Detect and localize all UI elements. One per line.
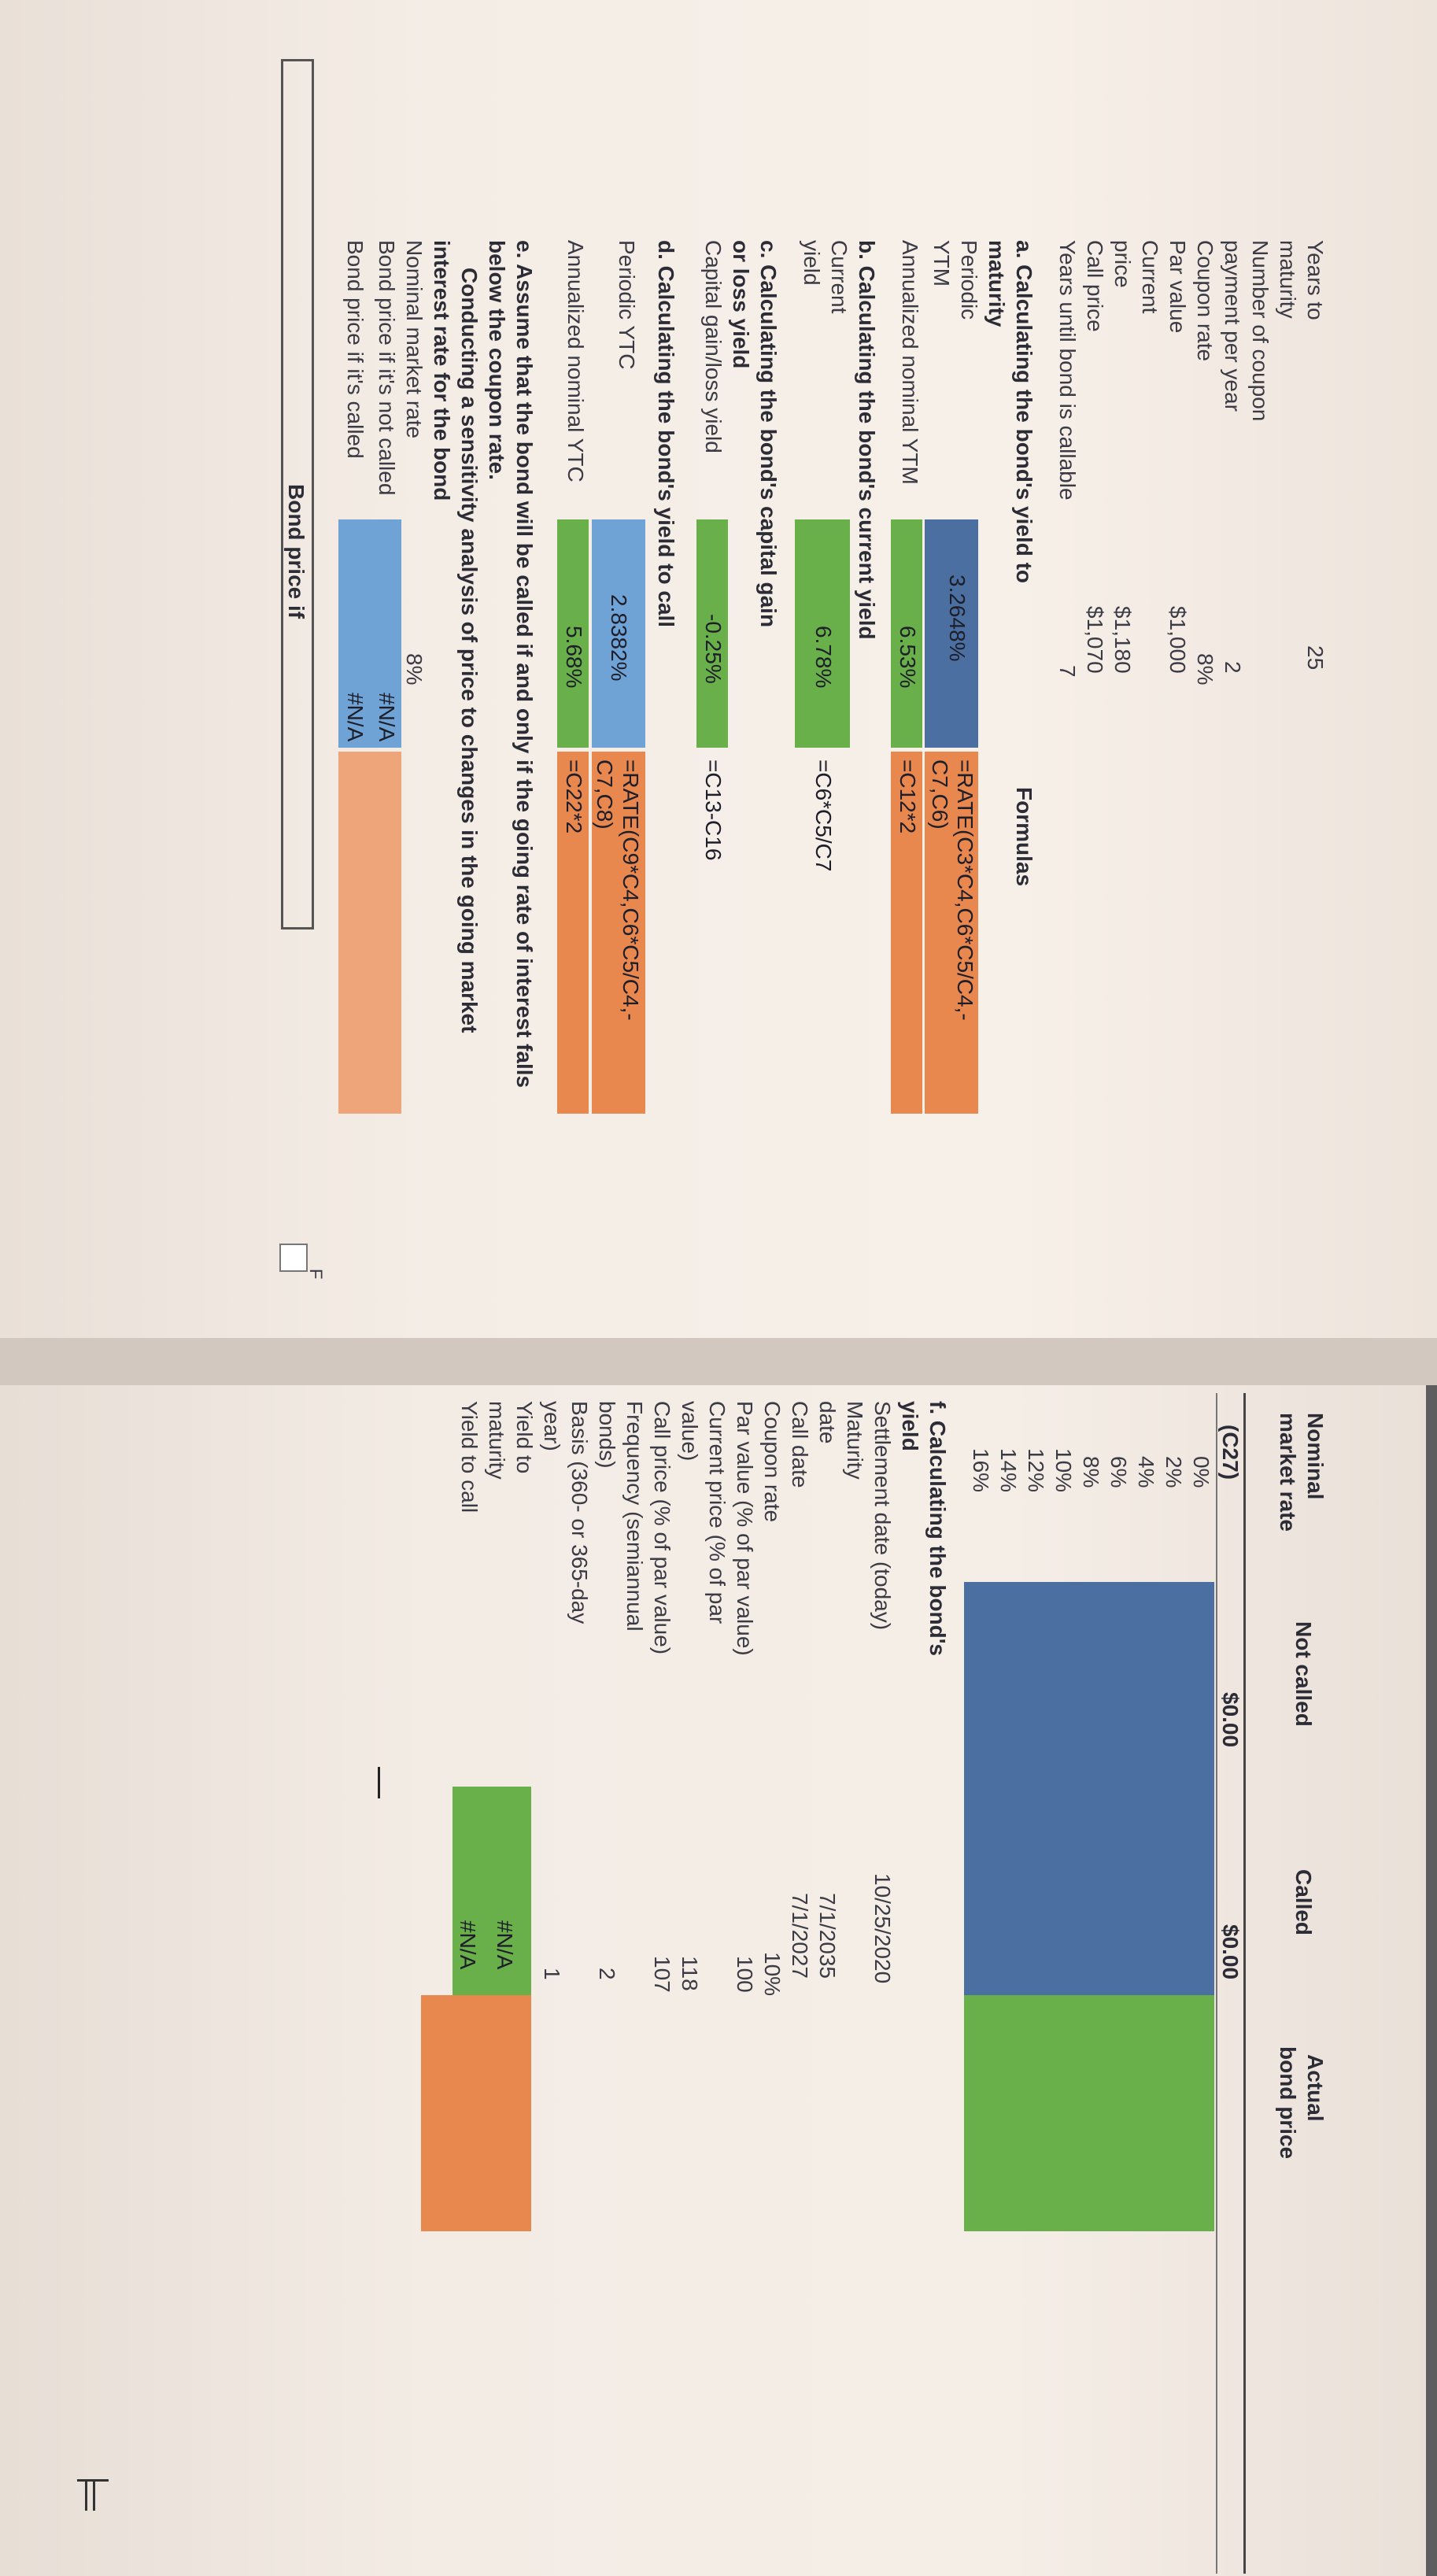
coupon-payments-value[interactable]: 2 <box>1221 661 1245 674</box>
annual-ytm-formula[interactable]: =C12*2 <box>896 759 920 834</box>
coupon-rate-label: Coupon rate <box>1193 240 1217 362</box>
settlement-value[interactable]: 10/25/2020 <box>870 1873 895 1984</box>
annual-ytc-formula[interactable]: =C22*2 <box>562 759 586 834</box>
data-table-not-called-called <box>964 1582 1214 1995</box>
f-call-price-value[interactable]: 107 <box>650 1956 674 1993</box>
coupon-payments-label: Number of coupon <box>1248 240 1273 422</box>
rate-10: 10% <box>1051 1448 1076 1493</box>
section-f-title: f. Calculating the bond's <box>925 1401 950 1656</box>
current-yield-formula[interactable]: =C6*C5/C7 <box>811 759 836 872</box>
yield-to-maturity-value[interactable]: #N/A <box>493 1920 517 1970</box>
f-coupon-rate-value[interactable]: 10% <box>760 1952 785 1997</box>
maturity-label: Maturity <box>843 1401 867 1480</box>
column-f-header: F <box>306 1269 326 1280</box>
periodic-ytm-value[interactable]: 3.2648% <box>945 575 970 662</box>
section-d-title: d. Calculating the bond's yield to call <box>654 240 678 628</box>
maturity-value[interactable]: 7/1/2035 <box>815 1893 840 1979</box>
current-price-value[interactable]: $1,180 <box>1110 606 1135 674</box>
text-cursor <box>378 1767 380 1798</box>
call-price-value[interactable]: $1,070 <box>1083 606 1107 674</box>
rate-8: 8% <box>1079 1456 1103 1488</box>
header-rule <box>1243 1393 1246 2574</box>
f-current-price-label: Current price (% of par <box>705 1401 730 1624</box>
annual-ytm-label: Annualized nominal YTM <box>898 240 922 485</box>
rate-2: 2% <box>1162 1456 1186 1488</box>
f-par-value-value[interactable]: 100 <box>733 1956 757 1993</box>
annual-ytm-value[interactable]: 6.53% <box>896 626 920 689</box>
bond-price-not-called-label: Bond price if it's not called <box>375 240 399 496</box>
called-ref[interactable]: $0.00 <box>1218 1924 1243 1980</box>
periodic-ytc-label: Periodic YTC <box>615 240 639 370</box>
settlement-label: Settlement date (today) <box>870 1401 895 1631</box>
scrollbar[interactable] <box>1426 1385 1437 2576</box>
section-c-title: c. Calculating the bond's capital gain <box>756 240 781 628</box>
yield-to-call-value[interactable]: #N/A <box>456 1920 480 1970</box>
basis-value[interactable]: 1 <box>540 1968 564 1980</box>
par-value-label: Par value <box>1165 240 1190 334</box>
capital-gain-formula[interactable]: =C13-C16 <box>701 759 726 861</box>
not-called-header: Not called <box>1291 1621 1316 1727</box>
periodic-ytm-formula[interactable]: =RATE(C3*C4,C6*C5/C4,- <box>953 759 977 1021</box>
bond-price-if-box <box>281 59 314 930</box>
nominal-rate-value[interactable]: 8% <box>402 653 427 686</box>
rate-16: 16% <box>969 1448 993 1493</box>
rate-12: 12% <box>1024 1448 1048 1493</box>
nominal-rate-label: Nominal market rate <box>402 240 427 439</box>
periodic-ytc-formula[interactable]: =RATE(C9*C4,C6*C5/C4,- <box>619 759 643 1021</box>
not-called-ref[interactable]: $0.00 <box>1218 1692 1243 1748</box>
current-yield-value[interactable]: 6.78% <box>811 626 836 689</box>
frequency-value[interactable]: 2 <box>595 1968 619 1980</box>
bond-price-not-called-value[interactable]: #N/A <box>375 693 399 742</box>
rate-14: 14% <box>996 1448 1021 1493</box>
periodic-ytc-value[interactable]: 2.8382% <box>607 594 631 682</box>
selected-cell-marker[interactable] <box>279 1244 308 1272</box>
years-maturity-value[interactable]: 25 <box>1303 645 1328 671</box>
data-table-actual <box>964 1995 1214 2231</box>
f-call-price-label: Call price (% of par value) <box>650 1401 674 1655</box>
par-value-value[interactable]: $1,000 <box>1165 606 1190 674</box>
coupon-rate-value[interactable]: 8% <box>1193 653 1217 686</box>
capital-gain-label: Capital gain/loss yield <box>701 240 726 453</box>
section-e-title: e. Assume that the bond will be called i… <box>512 240 537 1088</box>
actual-price-header: Actual <box>1303 2054 1328 2122</box>
years-maturity-label: Years to <box>1303 240 1328 320</box>
f-par-value-label: Par value (% of par value) <box>733 1401 757 1656</box>
rate-0: 0% <box>1189 1456 1214 1488</box>
capital-gain-value[interactable]: -0.25% <box>701 614 726 684</box>
current-price-label: Current <box>1138 240 1162 314</box>
bond-price-called-value[interactable]: #N/A <box>343 693 368 742</box>
yield-to-call-label: Yield to call <box>457 1401 482 1513</box>
bond-price-if-label: Bond price if <box>284 484 308 619</box>
call-price-label: Call price <box>1083 240 1107 332</box>
annual-ytc-label: Annualized nominal YTC <box>563 240 588 482</box>
nominal-rate-header: Nominal <box>1303 1413 1328 1500</box>
annual-ytc-value[interactable]: 5.68% <box>562 626 586 689</box>
current-yield-label: Current <box>827 240 851 314</box>
basis-label: Basis (360- or 365-day <box>567 1401 592 1624</box>
section-a-title: a. Calculating the bond's yield to <box>1012 240 1036 584</box>
called-header: Called <box>1291 1869 1316 1936</box>
years-callable-value[interactable]: 7 <box>1055 665 1080 678</box>
rate-6: 6% <box>1106 1456 1131 1488</box>
yield-to-maturity-label: Yield to <box>512 1401 537 1474</box>
f-coupon-rate-label: Coupon rate <box>760 1401 785 1523</box>
call-date-label: Call date <box>788 1401 812 1488</box>
section-b-title: b. Calculating the bond's current yield <box>855 240 879 640</box>
periodic-ytm-label: Periodic <box>957 240 981 320</box>
frequency-label: Frequency (semiannual <box>622 1401 647 1632</box>
rate-4: 4% <box>1134 1456 1158 1488</box>
formulas-header: Formulas <box>1012 787 1036 887</box>
f-current-price-value[interactable]: 118 <box>678 1956 702 1991</box>
bond-price-called-label: Bond price if it's called <box>343 240 368 459</box>
call-date-value[interactable]: 7/1/2027 <box>788 1893 812 1979</box>
ref-c27: (C27) <box>1218 1425 1243 1480</box>
years-callable-label: Years until bond is callable <box>1055 240 1080 501</box>
